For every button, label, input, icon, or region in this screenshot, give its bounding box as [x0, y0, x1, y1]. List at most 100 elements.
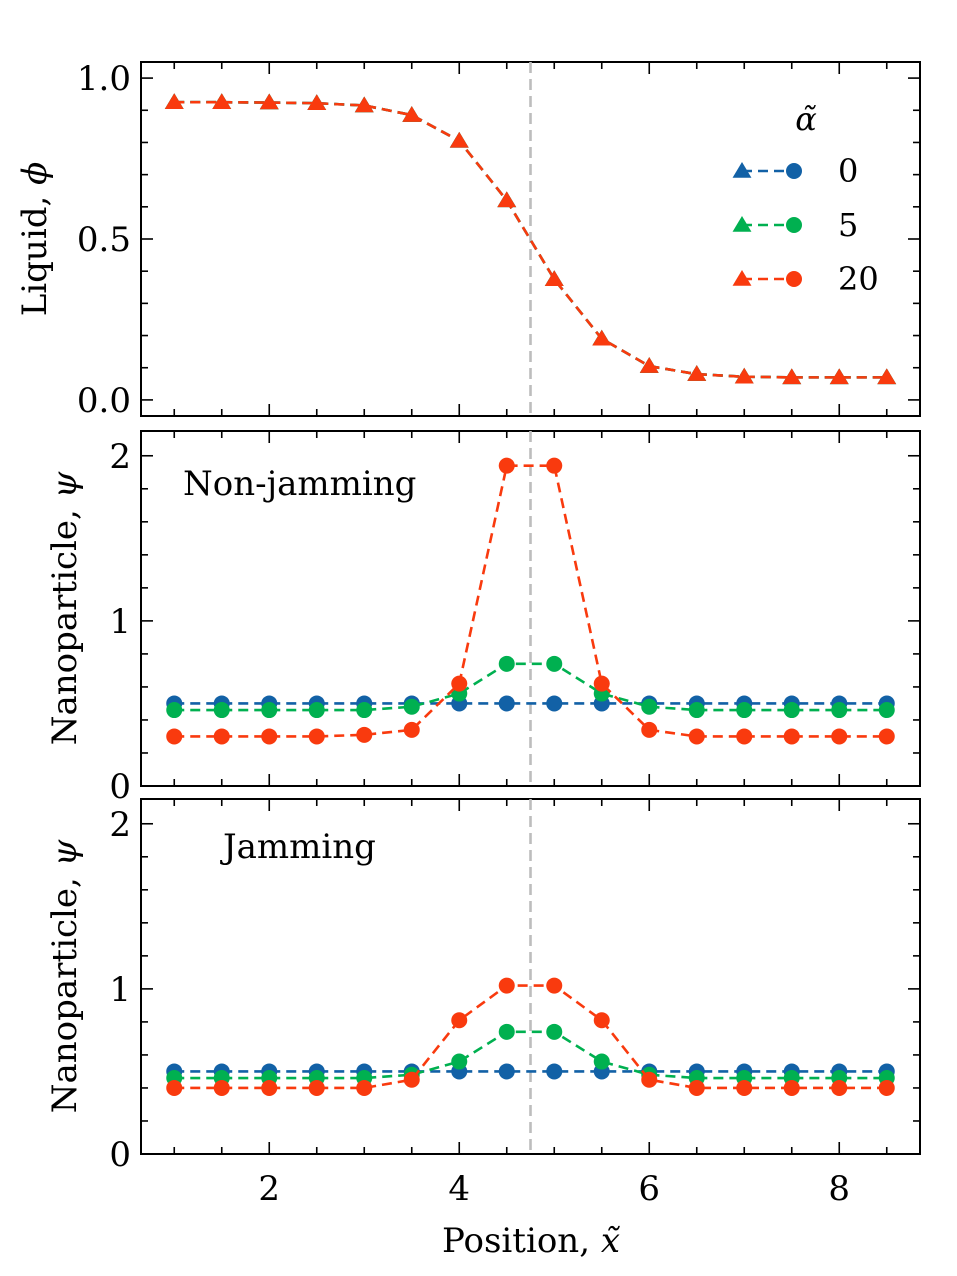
- x-tick-label: 4: [448, 1169, 470, 1209]
- data-point-20: [261, 1079, 278, 1096]
- data-point-20: [213, 1079, 230, 1096]
- data-point-20: [451, 675, 468, 692]
- y-axis-label-liquid: Liquid, ϕ: [15, 162, 55, 317]
- data-point-20: [877, 368, 897, 385]
- data-point-5: [498, 1023, 515, 1040]
- data-point-5: [166, 702, 183, 719]
- y-axis-label-jamming: Nanoparticle, ψ: [45, 839, 85, 1113]
- data-point-5: [783, 702, 800, 719]
- data-point-20: [783, 728, 800, 745]
- data-point-0: [546, 1063, 563, 1080]
- data-point-20: [259, 93, 279, 110]
- data-point-20: [592, 329, 612, 346]
- data-point-0: [546, 695, 563, 712]
- legend-label: 0: [838, 152, 858, 190]
- data-point-20: [641, 721, 658, 738]
- legend-entry-20: 20: [732, 260, 879, 298]
- data-point-0: [498, 695, 515, 712]
- data-point-20: [593, 675, 610, 692]
- data-point-20: [782, 368, 802, 385]
- x-axis-label-symbol: x̃: [601, 1221, 621, 1261]
- data-point-20: [308, 728, 325, 745]
- data-point-20: [546, 977, 563, 994]
- data-point-5: [308, 702, 325, 719]
- legend-triangle-marker: [732, 270, 752, 286]
- legend: α̃ 0 5 20: [732, 100, 879, 298]
- data-point-20: [498, 977, 515, 994]
- data-point-20: [546, 457, 563, 474]
- data-point-20: [402, 106, 422, 122]
- legend-entry-0: 0: [732, 152, 858, 190]
- data-point-20: [829, 368, 849, 385]
- data-point-5: [546, 655, 563, 672]
- series-line-5: [174, 662, 887, 712]
- x-axis-label-main: Position,: [442, 1221, 601, 1261]
- data-point-20: [449, 131, 469, 148]
- data-point-20: [498, 457, 515, 474]
- data-point-20: [166, 1079, 183, 1096]
- data-point-20: [261, 728, 278, 745]
- legend-triangle-marker: [732, 216, 752, 232]
- series-line-5: [174, 1030, 887, 1080]
- data-point-5: [688, 702, 705, 719]
- x-tick-label: 2: [258, 1169, 280, 1209]
- data-point-20: [641, 1071, 658, 1088]
- y-axis-label-symbol: ψ: [45, 471, 85, 498]
- y-tick-label: 0: [109, 767, 131, 807]
- data-point-20: [403, 1071, 420, 1088]
- legend-circle-marker: [786, 271, 802, 287]
- data-point-20: [356, 1079, 373, 1096]
- data-point-20: [734, 367, 754, 384]
- data-point-20: [354, 96, 374, 113]
- legend-circle-marker: [786, 217, 802, 233]
- data-point-20: [164, 93, 184, 109]
- y-tick-label: 2: [109, 437, 131, 477]
- legend-label: 20: [838, 260, 879, 298]
- legend-label: 5: [838, 206, 858, 244]
- series-line-20: [174, 464, 887, 738]
- data-point-20: [688, 1079, 705, 1096]
- data-point-5: [546, 1023, 563, 1040]
- data-point-5: [878, 702, 895, 719]
- panel-annotation: Non-jamming: [183, 464, 416, 504]
- data-point-5: [451, 1053, 468, 1070]
- data-point-20: [451, 1012, 468, 1029]
- x-axis-label: Position, x̃: [442, 1221, 621, 1261]
- data-point-5: [213, 702, 230, 719]
- y-axis-label-non-jamming: Nanoparticle, ψ: [45, 471, 85, 745]
- data-point-5: [356, 702, 373, 719]
- data-point-20: [878, 728, 895, 745]
- data-point-5: [641, 698, 658, 715]
- plot-root: 0.0 0.5 1.0 Liquid, ϕ 0 1 2 Nanoparticle, ψ Non-…: [15, 59, 921, 1209]
- data-point-20: [831, 1079, 848, 1096]
- data-point-20: [166, 728, 183, 745]
- y-tick-label: 1: [109, 970, 131, 1010]
- panel-annotation: Jamming: [220, 827, 376, 867]
- y-tick-label: 2: [109, 805, 131, 845]
- data-point-20: [497, 191, 517, 208]
- data-point-20: [736, 728, 753, 745]
- data-point-0: [498, 1063, 515, 1080]
- data-point-20: [544, 270, 564, 286]
- data-point-5: [261, 702, 278, 719]
- panel-liquid: 0.0 0.5 1.0 Liquid, ϕ: [15, 59, 921, 421]
- data-point-20: [593, 1012, 610, 1029]
- data-point-5: [593, 1053, 610, 1070]
- legend-title: α̃: [795, 100, 817, 138]
- data-point-5: [736, 702, 753, 719]
- data-point-20: [688, 728, 705, 745]
- data-point-5: [498, 655, 515, 672]
- y-tick-label: 1: [109, 602, 131, 642]
- y-tick-label: 0.0: [77, 381, 131, 421]
- y-tick-label: 1.0: [77, 59, 131, 99]
- y-axis-label-main: Nanoparticle,: [45, 498, 85, 745]
- x-tick-label: 8: [828, 1169, 850, 1209]
- legend-entry-5: 5: [732, 206, 858, 244]
- data-point-5: [403, 698, 420, 715]
- data-point-20: [783, 1079, 800, 1096]
- y-tick-label: 0: [109, 1135, 131, 1175]
- legend-circle-marker: [786, 163, 802, 179]
- data-point-20: [308, 1079, 325, 1096]
- series-line-20: [174, 984, 887, 1090]
